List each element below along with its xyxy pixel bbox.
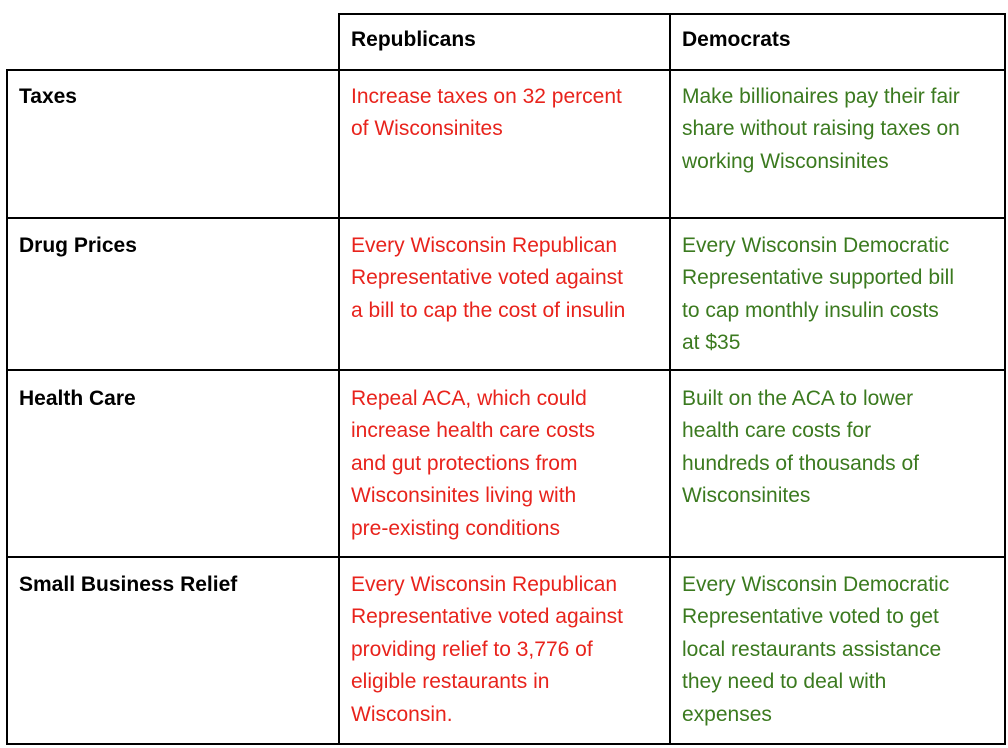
cell-line: of Wisconsinites: [351, 117, 503, 141]
row-topic: Taxes: [19, 85, 77, 108]
cell-line: share without raising taxes on: [682, 117, 960, 141]
row-topic: Health Care: [19, 387, 136, 410]
header-republicans: Republicans: [351, 28, 476, 51]
cell-line: expenses: [682, 702, 772, 726]
cell-line: Increase taxes on 32 percent: [351, 85, 622, 108]
democrat-position: Every Wisconsin Democratic Representativ…: [682, 230, 954, 360]
cell-line: working Wisconsinites: [682, 149, 889, 173]
cell-line: Wisconsinites living with: [351, 484, 577, 508]
cell-line: Every Wisconsin Republican: [351, 573, 618, 596]
table-divider: [6, 217, 1006, 219]
cell-line: health care costs for: [682, 419, 872, 443]
table-border-bottom: [6, 743, 1006, 745]
table-border-left: [6, 69, 8, 745]
republican-position: Repeal ACA, which could increase health …: [351, 383, 595, 545]
row-topic: Small Business Relief: [19, 573, 238, 596]
cell-line: Representative voted to get: [682, 605, 939, 629]
cell-line: they need to deal with: [682, 670, 887, 694]
table-column-divider: [669, 13, 671, 745]
table-divider: [6, 556, 1006, 558]
row-topic: Drug Prices: [19, 234, 137, 257]
cell-line: Representative supported bill: [682, 266, 954, 290]
cell-line: and gut protections from: [351, 451, 578, 475]
cell-line: to cap monthly insulin costs: [682, 298, 939, 322]
header-democrats: Democrats: [682, 28, 791, 51]
cell-line: increase health care costs: [351, 419, 595, 443]
democrat-position: Every Wisconsin Democratic Representativ…: [682, 569, 949, 731]
cell-line: eligible restaurants in: [351, 670, 550, 694]
cell-line: Wisconsinites: [682, 484, 811, 508]
cell-line: Representative voted against: [351, 266, 624, 290]
table-column-divider: [338, 13, 340, 745]
democrat-position: Built on the ACA to lower health care co…: [682, 383, 919, 513]
republican-position: Increase taxes on 32 percent of Wisconsi…: [351, 81, 622, 146]
cell-line: pre-existing conditions: [351, 516, 560, 540]
republican-position: Every Wisconsin Republican Representativ…: [351, 230, 625, 327]
democrat-position: Make billionaires pay their fair share w…: [682, 81, 960, 178]
cell-line: hundreds of thousands of: [682, 451, 920, 475]
table-divider: [6, 69, 1006, 71]
table-border-right: [1004, 13, 1006, 745]
cell-line: Every Wisconsin Democratic: [682, 234, 950, 257]
cell-line: Make billionaires pay their fair: [682, 85, 960, 108]
table-border-top: [338, 13, 1006, 15]
cell-line: Built on the ACA to lower: [682, 387, 914, 410]
cell-line: Representative voted against: [351, 605, 624, 629]
cell-line: providing relief to 3,776 of: [351, 637, 593, 661]
republican-position: Every Wisconsin Republican Representativ…: [351, 569, 623, 731]
cell-line: Every Wisconsin Republican: [351, 234, 618, 257]
cell-line: Wisconsin.: [351, 702, 453, 726]
cell-line: Repeal ACA, which could: [351, 387, 587, 410]
cell-line: a bill to cap the cost of insulin: [351, 298, 626, 322]
table-divider: [6, 369, 1006, 371]
cell-line: Every Wisconsin Democratic: [682, 573, 950, 596]
cell-line: at $35: [682, 331, 741, 355]
cell-line: local restaurants assistance: [682, 637, 942, 661]
